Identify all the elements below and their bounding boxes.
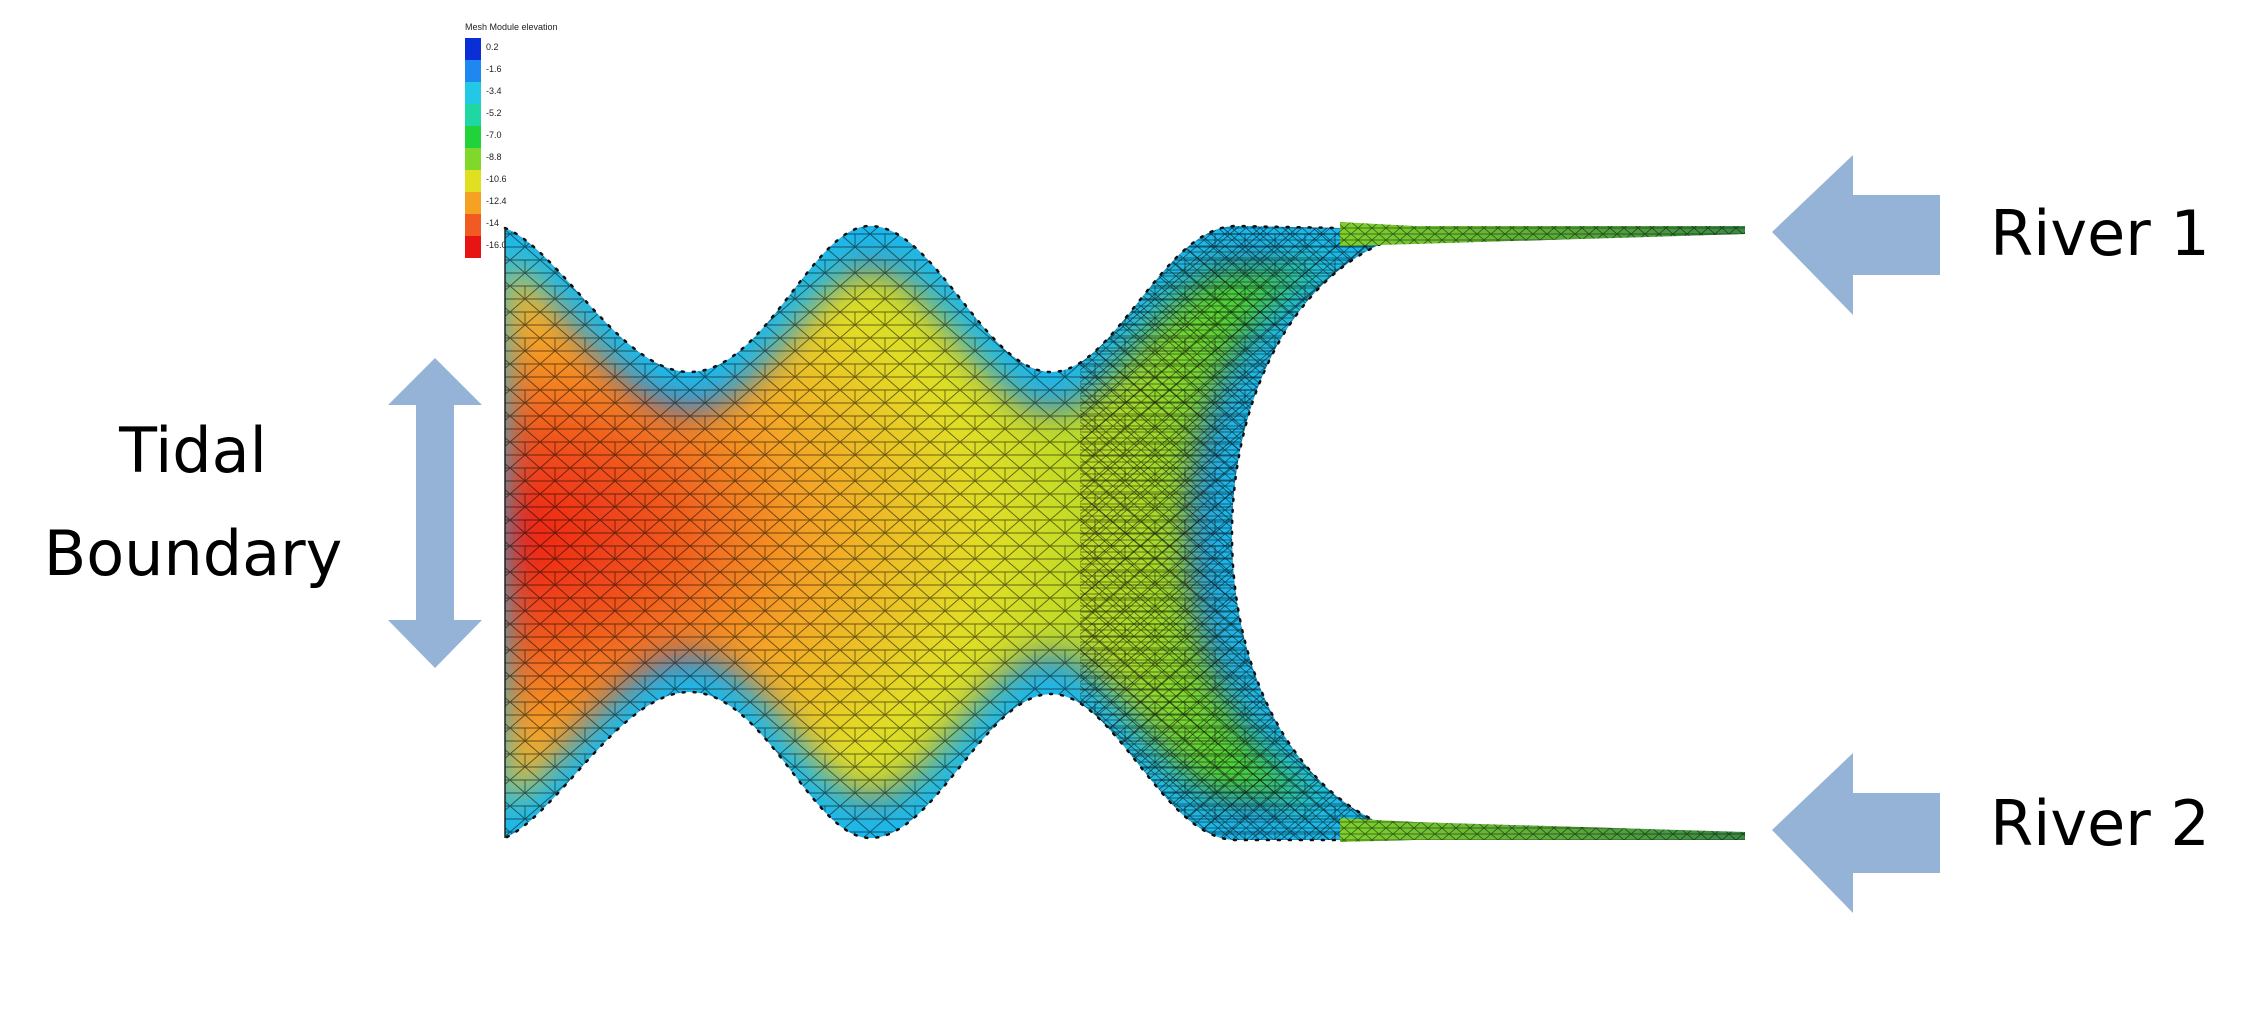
legend-label: -14 bbox=[486, 218, 499, 228]
estuary-mesh bbox=[503, 222, 1745, 842]
legend-swatch bbox=[465, 192, 481, 214]
legend-label: 0.2 bbox=[486, 42, 499, 52]
legend-swatch bbox=[465, 148, 481, 170]
legend-swatch bbox=[465, 126, 481, 148]
legend-label: -5.2 bbox=[486, 108, 502, 118]
legend-swatch bbox=[465, 214, 481, 236]
tidal-double-arrow-icon bbox=[388, 358, 482, 668]
legend-swatch bbox=[465, 170, 481, 192]
legend-label: -7.0 bbox=[486, 130, 502, 140]
legend-label: -10.6 bbox=[486, 174, 507, 184]
legend-label: -8.8 bbox=[486, 152, 502, 162]
legend-swatch bbox=[465, 104, 481, 126]
elevation-legend: Mesh Module elevation 0.2 -1.6 -3.4 -5.2 -7.… bbox=[465, 22, 558, 258]
legend-label: -16.0 bbox=[486, 240, 507, 250]
legend-label: -3.4 bbox=[486, 86, 502, 96]
legend-label: -12.4 bbox=[486, 196, 507, 206]
legend-label: -1.6 bbox=[486, 64, 502, 74]
tidal-label-line2: Boundary bbox=[44, 517, 343, 590]
legend-swatch bbox=[465, 38, 481, 60]
legend-swatch bbox=[465, 82, 481, 104]
river-2-label: River 2 bbox=[1990, 787, 2210, 860]
river-1-label: River 1 bbox=[1990, 197, 2210, 270]
tidal-label-line1: Tidal bbox=[118, 414, 267, 487]
river-2-arrow-icon bbox=[1772, 753, 1940, 913]
legend-swatch bbox=[465, 60, 481, 82]
legend-title: Mesh Module elevation bbox=[465, 22, 558, 32]
legend-swatch bbox=[465, 236, 481, 258]
river-1-arrow-icon bbox=[1772, 155, 1940, 315]
